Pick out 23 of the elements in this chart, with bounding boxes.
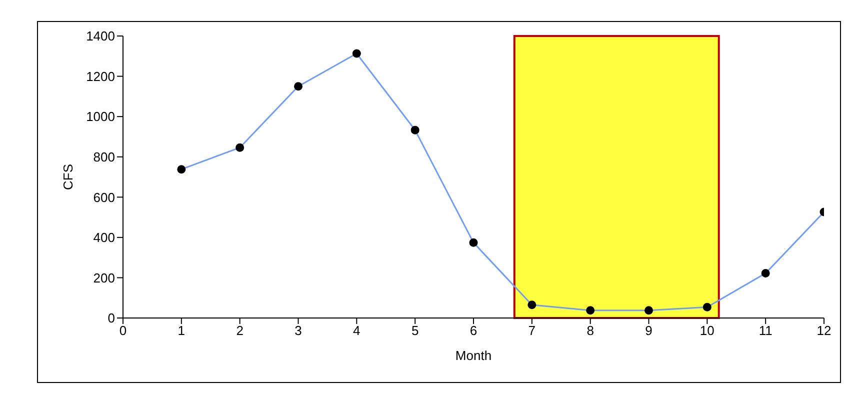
x-tick-label: 3 xyxy=(294,323,302,338)
x-tick-label: 7 xyxy=(528,323,536,338)
x-tick-label: 5 xyxy=(411,323,419,338)
y-tick-label: 0 xyxy=(108,310,115,326)
y-tick-label: 200 xyxy=(93,270,115,286)
x-axis-title: Month xyxy=(455,348,492,363)
y-tick-label: 800 xyxy=(93,149,115,164)
y-tick-label: 1200 xyxy=(86,68,115,84)
x-tick-label: 6 xyxy=(470,323,478,338)
x-tick-label: 8 xyxy=(586,323,594,338)
x-tick-label: 1 xyxy=(178,323,186,338)
x-tick-label: 0 xyxy=(119,323,127,338)
x-tick-label: 11 xyxy=(758,323,772,338)
x-tick-label: 12 xyxy=(816,323,832,338)
y-tick-label: 1000 xyxy=(86,109,115,124)
y-axis-title: CFS xyxy=(60,164,76,190)
x-tick-label: 10 xyxy=(700,323,714,338)
x-tick-label: 4 xyxy=(353,323,360,338)
y-tick-label: 1400 xyxy=(86,28,115,44)
y-tick-label: 400 xyxy=(93,230,115,246)
x-tick-label: 9 xyxy=(645,323,652,338)
y-tick-label: 600 xyxy=(93,190,115,205)
x-tick-label: 2 xyxy=(236,323,244,338)
